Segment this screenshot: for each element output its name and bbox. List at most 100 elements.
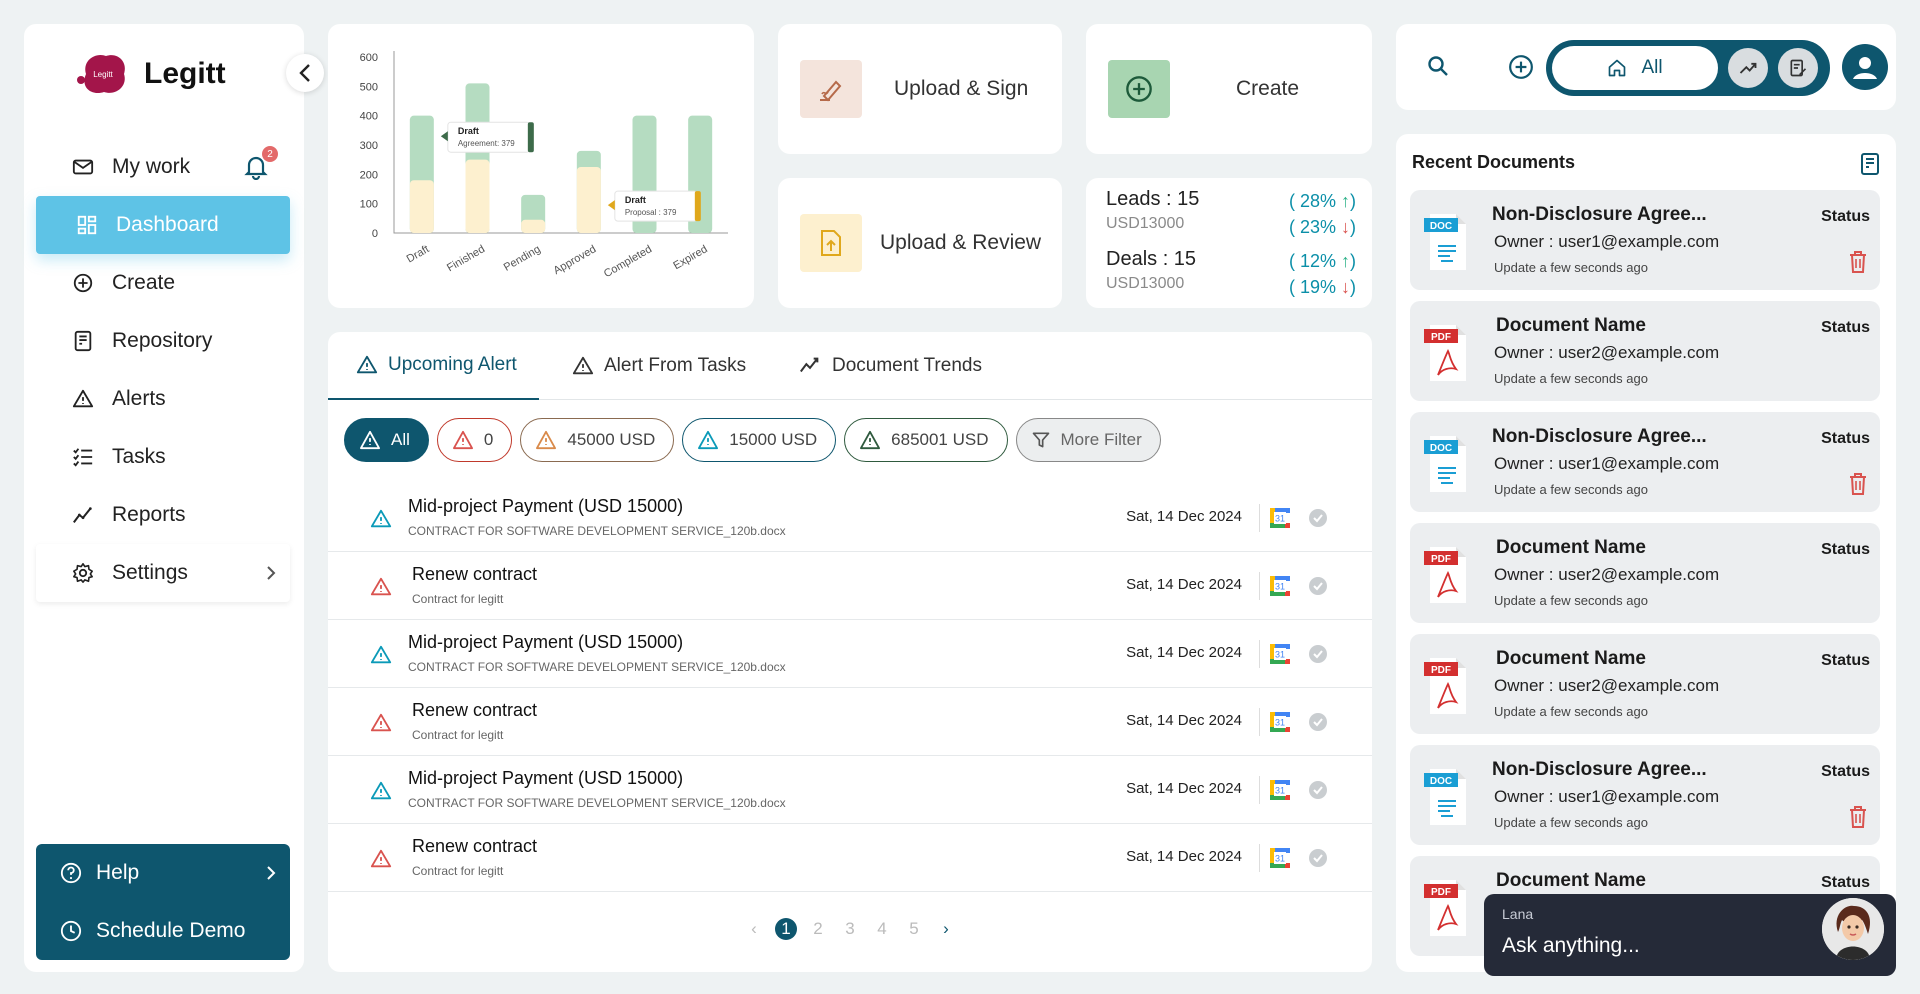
help-button[interactable]: Help <box>36 844 290 902</box>
chip-45000[interactable]: 45000 USD <box>520 418 675 462</box>
logo-icon: Legitt <box>77 54 125 94</box>
trending-up-icon <box>1739 62 1757 74</box>
all-view-label: All <box>1641 57 1663 78</box>
repository-icon <box>74 330 92 352</box>
recent-document-item[interactable]: DOC Non-Disclosure Agree... Owner : user1@… <box>1410 190 1880 290</box>
alert-date: Sat, 14 Dec 2024 <box>1126 780 1242 797</box>
alerts-tabs: Upcoming Alert Alert From Tasks Document… <box>328 332 1372 400</box>
upload-review-card[interactable]: Upload & Review <box>778 178 1062 308</box>
top-bar: All <box>1396 24 1896 110</box>
sidebar-item-create[interactable]: Create <box>36 254 290 312</box>
schedule-demo-button[interactable]: Schedule Demo <box>36 902 290 960</box>
x-tick-label: Completed <box>602 243 654 280</box>
google-calendar-icon[interactable]: 31 <box>1268 506 1292 530</box>
notifications-button[interactable]: 2 <box>244 146 278 180</box>
y-tick-label: 300 <box>360 140 378 152</box>
document-name: Document Name <box>1496 315 1646 336</box>
trash-icon[interactable] <box>1848 472 1868 496</box>
sidebar-item-settings[interactable]: Settings <box>36 544 290 602</box>
tab-alert-from-tasks[interactable]: Alert From Tasks <box>572 332 746 400</box>
page-3[interactable]: 3 <box>845 919 855 938</box>
document-status-chart: 600 500 400 300 200 100 0 Draft Finished Pending A… <box>328 24 754 308</box>
alert-subtitle: CONTRACT FOR SOFTWARE DEVELOPMENT SERVIC… <box>408 660 786 674</box>
filter-chips: All 0 45000 USD 15000 USD 685001 USD Mor… <box>344 418 1161 462</box>
search-button[interactable] <box>1426 54 1450 78</box>
more-filter-button[interactable]: More Filter <box>1015 418 1161 462</box>
alert-row[interactable]: Mid-project Payment (USD 15000) CONTRACT … <box>328 756 1372 824</box>
collapse-sidebar-button[interactable] <box>286 54 324 92</box>
recent-document-item[interactable]: PDF Document Name Owner : user2@example.co… <box>1410 634 1880 734</box>
alert-row[interactable]: Renew contract Contract for legitt Sat, 14… <box>328 688 1372 756</box>
document-name: Document Name <box>1496 648 1646 669</box>
recent-document-item[interactable]: DOC Non-Disclosure Agree... Owner : user1@… <box>1410 745 1880 845</box>
all-view-button[interactable]: All <box>1552 46 1718 90</box>
prev-page-button[interactable]: ‹ <box>751 919 757 938</box>
tab-upcoming-alert[interactable]: Upcoming Alert <box>328 332 539 400</box>
alert-row[interactable]: Renew contract Contract for legitt Sat, 14… <box>328 552 1372 620</box>
chip-685001[interactable]: 685001 USD <box>844 418 1008 462</box>
alert-title: Mid-project Payment (USD 15000) <box>408 632 684 652</box>
google-calendar-icon[interactable]: 31 <box>1268 778 1292 802</box>
add-button[interactable] <box>1508 54 1534 80</box>
chip-all[interactable]: All <box>344 418 429 462</box>
home-icon <box>1609 59 1626 77</box>
document-owner: Owner : user1@example.com <box>1494 232 1720 251</box>
check-circle-icon[interactable] <box>1308 848 1328 868</box>
alert-row[interactable]: Mid-project Payment (USD 15000) CONTRACT … <box>328 484 1372 552</box>
upload-sign-card[interactable]: Upload & Sign <box>778 24 1062 154</box>
chat-input[interactable]: Ask anything... <box>1502 934 1640 957</box>
page-4[interactable]: 4 <box>877 919 887 938</box>
leads-title: Leads : 15 <box>1106 188 1200 210</box>
check-circle-icon[interactable] <box>1308 712 1328 732</box>
page-5[interactable]: 5 <box>909 919 919 938</box>
check-circle-icon[interactable] <box>1308 644 1328 664</box>
document-updated: Update a few seconds ago <box>1494 482 1648 497</box>
next-page-button[interactable]: › <box>943 919 949 938</box>
sidebar-item-reports[interactable]: Reports <box>36 486 290 544</box>
chip-15000[interactable]: 15000 USD <box>682 418 837 462</box>
chart-axis <box>393 51 728 234</box>
chat-widget[interactable]: Lana Ask anything... <box>1484 894 1896 976</box>
tab-document-trends[interactable]: Document Trends <box>798 332 982 400</box>
sidebar-item-repository[interactable]: Repository <box>36 312 290 370</box>
alert-row[interactable]: Mid-project Payment (USD 15000) CONTRACT … <box>328 620 1372 688</box>
document-view-button[interactable] <box>1778 48 1818 88</box>
google-calendar-icon[interactable]: 31 <box>1268 574 1292 598</box>
check-circle-icon[interactable] <box>1308 780 1328 800</box>
sidebar-item-my-work[interactable]: My work 2 <box>36 138 290 196</box>
check-circle-icon[interactable] <box>1308 508 1328 528</box>
chart-tooltip: Draft Proposal : 379 <box>607 190 701 222</box>
divider <box>1259 708 1260 736</box>
google-calendar-icon[interactable]: 31 <box>1268 710 1292 734</box>
google-calendar-icon[interactable]: 31 <box>1268 846 1292 870</box>
trash-icon[interactable] <box>1848 805 1868 829</box>
google-calendar-icon[interactable]: 31 <box>1268 642 1292 666</box>
repository-link-button[interactable] <box>1860 152 1880 176</box>
chip-zero[interactable]: 0 <box>436 418 513 462</box>
sidebar-item-alerts[interactable]: Alerts <box>36 370 290 428</box>
page-1[interactable]: 1 <box>775 918 797 940</box>
bar-approved-series-2 <box>576 167 601 233</box>
logo[interactable]: Legitt Legitt <box>74 50 226 98</box>
alert-icon <box>572 356 594 375</box>
tasks-icon <box>73 448 93 467</box>
trend-view-button[interactable] <box>1728 48 1768 88</box>
pdf-file-icon: PDF <box>1424 547 1466 603</box>
sidebar-item-tasks[interactable]: Tasks <box>36 428 290 486</box>
recent-document-item[interactable]: DOC Non-Disclosure Agree... Owner : user1@… <box>1410 412 1880 512</box>
check-circle-icon[interactable] <box>1308 576 1328 596</box>
sidebar-item-dashboard[interactable]: Dashboard <box>36 196 290 254</box>
page-2[interactable]: 2 <box>813 919 823 938</box>
tooltip-title: Draft <box>458 126 479 136</box>
alert-row[interactable]: Renew contract Contract for legitt Sat, 14… <box>328 824 1372 892</box>
leads-deals-stats: Leads : 15 USD13000 ( 28% ↑) ( 23% ↓) De… <box>1086 178 1372 308</box>
create-icon-box <box>1108 60 1170 118</box>
trash-icon[interactable] <box>1848 250 1868 274</box>
arrow-down-icon: ↓ <box>1341 217 1350 237</box>
user-avatar-button[interactable] <box>1842 44 1888 90</box>
alert-icon <box>370 849 392 868</box>
recent-document-item[interactable]: PDF Document Name Owner : user2@example.co… <box>1410 523 1880 623</box>
recent-document-item[interactable]: PDF Document Name Owner : user2@example.co… <box>1410 301 1880 401</box>
create-card[interactable]: Create <box>1086 24 1372 154</box>
notification-badge: 2 <box>262 146 278 162</box>
